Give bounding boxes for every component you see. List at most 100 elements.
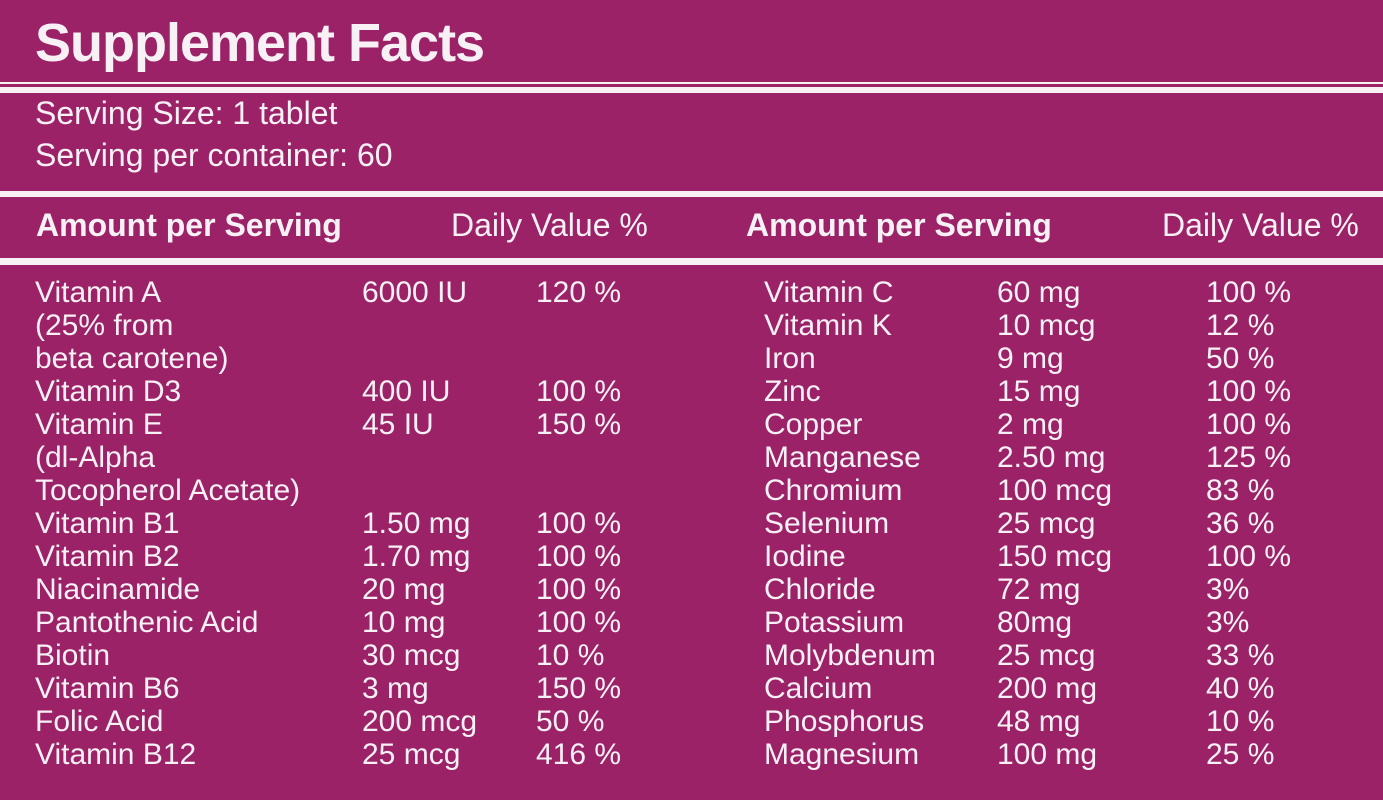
nutrient-daily-value: 25 % [1206, 738, 1275, 771]
nutrient-name: Zinc [764, 375, 821, 408]
nutrient-amount: 400 IU [362, 375, 451, 408]
divider-header [0, 258, 1383, 265]
nutrient-amount: 2.50 mg [997, 441, 1106, 474]
nutrient-name: (25% from [35, 309, 174, 342]
nutrient-name: Tocopherol Acetate) [35, 474, 301, 507]
nutrient-daily-value [536, 474, 725, 507]
nutrient-daily-value [536, 342, 725, 375]
nutrient-daily-value: 100 % [1206, 540, 1292, 573]
nutrient-row: Vitamin B1 1.50 mg 100 % [35, 507, 725, 540]
table-header: Amount per Serving Daily Value % Amount … [0, 206, 1383, 246]
nutrient-row: Iodine 150 mcg 100 % [764, 540, 1383, 573]
nutrient-amount: 25 mcg [997, 507, 1096, 540]
nutrient-name: Pantothenic Acid [35, 606, 259, 639]
nutrient-name: Vitamin C [764, 276, 894, 309]
nutrient-daily-value [536, 309, 725, 342]
nutrient-row: Manganese 2.50 mg 125 % [764, 441, 1383, 474]
nutrient-amount: 10 mcg [997, 309, 1096, 342]
nutrient-row: Vitamin C 60 mg 100 % [764, 276, 1383, 309]
nutrient-daily-value: 36 % [1206, 507, 1275, 540]
nutrient-row: Vitamin B12 25 mcg 416 % [35, 738, 725, 771]
nutrient-daily-value: 10 % [536, 639, 605, 672]
nutrient-row: Iron 9 mg 50 % [764, 342, 1383, 375]
nutrient-row: Tocopherol Acetate) [35, 474, 725, 507]
nutrient-name: Manganese [764, 441, 921, 474]
nutrient-name: Vitamin E [35, 408, 163, 441]
nutrient-row: (25% from [35, 309, 725, 342]
label-title: Supplement Facts [35, 13, 485, 73]
nutrient-daily-value: 3% [1206, 573, 1250, 606]
nutrient-name: Phosphorus [764, 705, 925, 738]
nutrient-amount: 20 mg [362, 573, 446, 606]
nutrient-amount: 48 mg [997, 705, 1081, 738]
nutrient-daily-value [536, 441, 725, 474]
nutrient-daily-value: 100 % [1206, 408, 1292, 441]
nutrient-row: Selenium 25 mcg 36 % [764, 507, 1383, 540]
nutrient-name: Iron [764, 342, 816, 375]
nutrient-name: Iodine [764, 540, 846, 573]
nutrient-row: Magnesium 100 mg 25 % [764, 738, 1383, 771]
nutrient-daily-value: 50 % [536, 705, 605, 738]
nutrient-row: Niacinamide 20 mg 100 % [35, 573, 725, 606]
nutrient-daily-value: 100 % [536, 540, 622, 573]
nutrient-daily-value: 40 % [1206, 672, 1275, 705]
nutrient-amount: 72 mg [997, 573, 1081, 606]
nutrient-daily-value: 83 % [1206, 474, 1275, 507]
nutrient-row: beta carotene) [35, 342, 725, 375]
nutrient-amount: 2 mg [997, 408, 1064, 441]
nutrient-row: Vitamin D3 400 IU 100 % [35, 375, 725, 408]
nutrient-name: Vitamin B6 [35, 672, 180, 705]
nutrient-daily-value: 150 % [536, 408, 622, 441]
nutrient-name: Vitamin B12 [35, 738, 197, 771]
nutrient-daily-value: 100 % [1206, 276, 1292, 309]
nutrient-row: Vitamin B6 3 mg 150 % [35, 672, 725, 705]
nutrient-row: Potassium 80mg 3% [764, 606, 1383, 639]
nutrient-amount [362, 441, 536, 474]
divider-thin-rule [0, 82, 1383, 84]
serving-size-text: Serving Size: 1 tablet [35, 95, 338, 131]
header-daily-value-right: Daily Value % [1162, 207, 1359, 243]
nutrient-name: Biotin [35, 639, 111, 672]
nutrient-amount: 1.50 mg [362, 507, 471, 540]
nutrient-daily-value: 100 % [536, 606, 622, 639]
nutrient-name: beta carotene) [35, 342, 229, 375]
nutrient-daily-value: 100 % [536, 507, 622, 540]
nutrient-daily-value: 150 % [536, 672, 622, 705]
nutrient-name: Vitamin B1 [35, 507, 180, 540]
nutrient-daily-value: 100 % [536, 573, 622, 606]
header-amount-right: Amount per Serving [746, 207, 1052, 243]
divider-title [0, 82, 1383, 93]
nutrient-amount: 15 mg [997, 375, 1081, 408]
nutrient-table-right: Vitamin C 60 mg 100 % Vitamin K 10 mcg 12 % Ir… [764, 276, 1383, 771]
nutrient-row: Vitamin E 45 IU 150 % [35, 408, 725, 441]
nutrient-amount: 25 mcg [997, 639, 1096, 672]
nutrient-daily-value: 125 % [1206, 441, 1292, 474]
nutrient-amount: 80mg [997, 606, 1073, 639]
nutrient-name: Copper [764, 408, 863, 441]
nutrient-daily-value: 12 % [1206, 309, 1275, 342]
nutrient-amount: 10 mg [362, 606, 446, 639]
header-daily-value-left: Daily Value % [451, 207, 648, 243]
nutrient-daily-value: 120 % [536, 276, 622, 309]
nutrient-name: Chromium [764, 474, 903, 507]
nutrient-name: Vitamin A [35, 276, 162, 309]
nutrient-amount: 3 mg [362, 672, 429, 705]
nutrient-name: Folic Acid [35, 705, 164, 738]
nutrient-daily-value: 100 % [1206, 375, 1292, 408]
nutrient-amount [362, 474, 536, 507]
nutrient-name: Calcium [764, 672, 873, 705]
nutrient-amount: 9 mg [997, 342, 1064, 375]
nutrient-name: Chloride [764, 573, 876, 606]
nutrient-daily-value: 100 % [536, 375, 622, 408]
nutrient-row: Chromium 100 mcg 83 % [764, 474, 1383, 507]
nutrient-amount [362, 309, 536, 342]
nutrient-amount: 100 mg [997, 738, 1098, 771]
nutrient-amount: 200 mcg [362, 705, 478, 738]
nutrient-row: Phosphorus 48 mg 10 % [764, 705, 1383, 738]
nutrient-daily-value: 3% [1206, 606, 1250, 639]
nutrient-table-left: Vitamin A 6000 IU 120 % (25% from beta carot… [35, 276, 725, 771]
nutrient-name: Niacinamide [35, 573, 201, 606]
nutrient-row: Vitamin B2 1.70 mg 100 % [35, 540, 725, 573]
nutrient-name: Vitamin D3 [35, 375, 182, 408]
